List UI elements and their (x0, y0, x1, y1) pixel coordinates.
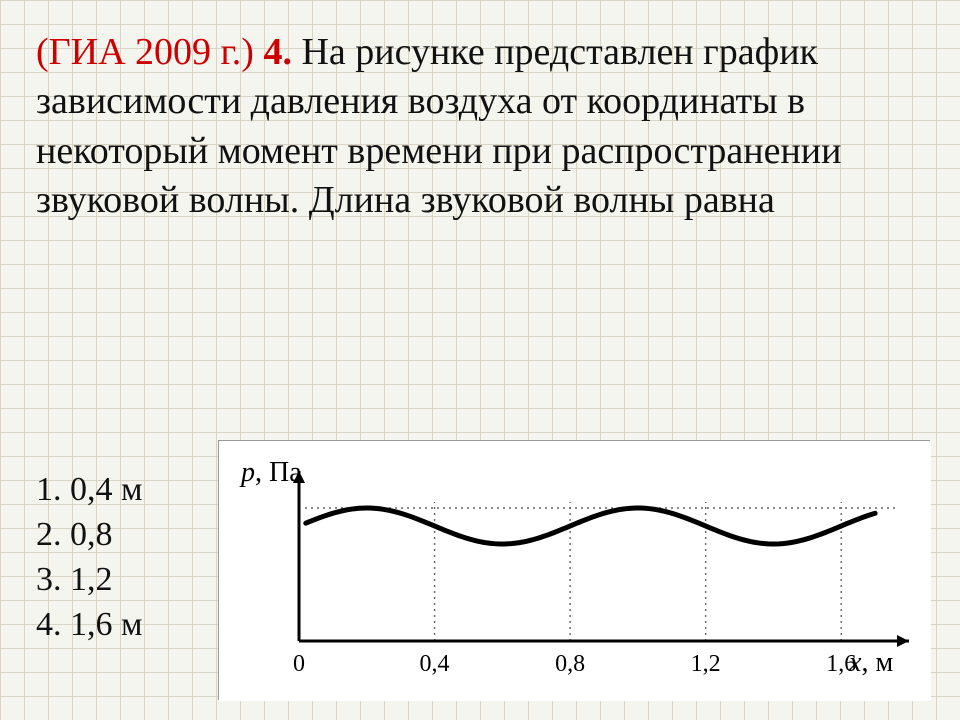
option-3: 3. 1,2 (36, 558, 143, 603)
svg-text:x, м: x, м (848, 647, 893, 678)
option-4: 4. 1,6 м (36, 603, 143, 648)
svg-text:1,2: 1,2 (691, 651, 721, 677)
slide-container: (ГИА 2009 г.) 4. На рисунке представлен … (36, 28, 924, 226)
svg-text:0,4: 0,4 (420, 651, 450, 677)
svg-text:0: 0 (293, 651, 305, 677)
option-2: 2. 0,8 (36, 513, 143, 558)
question-number: 4. (263, 31, 292, 73)
question-prefix: (ГИА 2009 г.) (36, 31, 263, 73)
answer-options: 1. 0,4 м 2. 0,8 3. 1,2 4. 1,6 м (36, 468, 143, 648)
question-text: (ГИА 2009 г.) 4. На рисунке представлен … (36, 28, 924, 226)
pressure-wave-chart: 00,40,81,21,6p, Паx, м (218, 440, 930, 700)
option-1: 1. 0,4 м (36, 468, 143, 513)
chart-svg: 00,40,81,21,6p, Паx, м (219, 441, 931, 701)
svg-text:0,8: 0,8 (555, 651, 585, 677)
svg-text:p, Па: p, Па (239, 457, 302, 488)
